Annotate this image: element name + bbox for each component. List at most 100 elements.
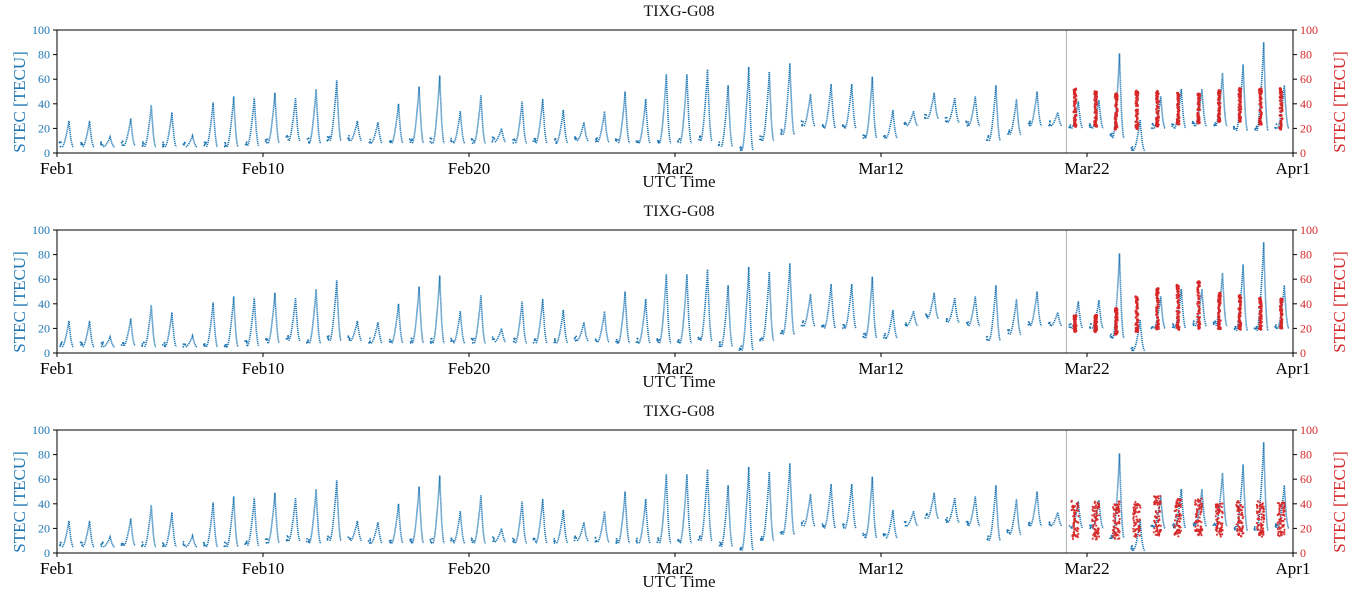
observed-point xyxy=(492,536,494,539)
predicted-point xyxy=(1198,499,1201,503)
predicted-point xyxy=(1281,524,1284,527)
observed-point xyxy=(512,540,514,543)
observed-point xyxy=(162,143,164,146)
predicted-point xyxy=(1199,511,1202,514)
predicted-point xyxy=(1074,314,1078,318)
observed-point xyxy=(554,138,557,140)
observed-day-arc xyxy=(1171,488,1187,530)
observed-point xyxy=(697,538,700,541)
observed-point xyxy=(1130,545,1133,548)
observed-point xyxy=(615,537,618,540)
predicted-point xyxy=(1260,516,1263,519)
predicted-point xyxy=(1196,288,1199,291)
predicted-point xyxy=(1115,108,1119,112)
predicted-point xyxy=(1093,531,1096,534)
observed-arc-path xyxy=(494,328,507,343)
observed-point xyxy=(471,138,474,141)
observed-day-arc xyxy=(944,497,960,524)
predicted-point xyxy=(1239,513,1242,516)
observed-point xyxy=(305,540,308,543)
predicted-point xyxy=(1095,510,1098,513)
observed-point xyxy=(862,137,865,140)
observed-point xyxy=(780,532,783,535)
observed-day-arc xyxy=(1274,85,1290,130)
observed-point xyxy=(1109,133,1112,136)
observed-arc-path xyxy=(473,95,487,144)
observed-point xyxy=(575,335,578,338)
predicted-point xyxy=(1239,327,1242,331)
predicted-point xyxy=(1138,504,1142,507)
observed-point xyxy=(863,336,865,339)
observed-arc-path xyxy=(267,292,281,344)
predicted-point xyxy=(1262,514,1265,517)
observed-point xyxy=(390,340,393,343)
observed-arc-path xyxy=(514,501,528,544)
observed-point xyxy=(1212,524,1215,526)
observed-day-arc xyxy=(450,111,466,144)
observed-point xyxy=(924,113,926,116)
predicted-point xyxy=(1158,533,1161,536)
predicted-point xyxy=(1173,524,1176,527)
observed-point xyxy=(223,541,226,544)
predicted-point xyxy=(1073,101,1076,105)
predicted-day-cluster xyxy=(1070,499,1080,541)
predicted-point xyxy=(1158,518,1161,521)
predicted-point xyxy=(1219,535,1222,538)
predicted-point xyxy=(1076,502,1079,505)
observed-arc-path xyxy=(844,484,857,530)
observed-point xyxy=(1173,126,1176,129)
predicted-point xyxy=(1093,105,1097,108)
observed-day-arc xyxy=(635,98,651,144)
predicted-point xyxy=(1117,537,1120,540)
predicted-point xyxy=(1217,316,1221,319)
predicted-point xyxy=(1176,505,1179,508)
observed-point xyxy=(100,345,103,348)
observed-point xyxy=(1151,525,1153,528)
predicted-point xyxy=(1280,520,1283,523)
predicted-point xyxy=(1173,519,1177,522)
observed-arc-path xyxy=(267,92,281,144)
predicted-point xyxy=(1259,530,1262,533)
observed-point xyxy=(614,139,617,142)
predicted-point xyxy=(1237,112,1241,116)
observed-point xyxy=(635,341,638,343)
observed-point xyxy=(369,538,372,540)
predicted-point xyxy=(1074,319,1077,323)
observed-point xyxy=(471,541,474,544)
observed-day-arc xyxy=(800,293,816,327)
x-tick-label: Mar2 xyxy=(657,159,694,178)
plot-frame xyxy=(56,429,1294,554)
predicted-point xyxy=(1258,534,1261,537)
observed-arc-path xyxy=(597,311,610,343)
observed-point xyxy=(822,125,824,127)
observed-arc-path xyxy=(473,295,487,344)
predicted-point xyxy=(1283,514,1286,517)
predicted-point xyxy=(1217,98,1221,102)
predicted-point xyxy=(1257,514,1260,517)
predicted-point xyxy=(1236,530,1239,533)
observed-point xyxy=(534,140,537,143)
observed-point xyxy=(903,521,906,523)
observed-point xyxy=(656,541,659,544)
observed-arc-path xyxy=(576,122,589,142)
observed-point xyxy=(202,343,205,346)
plot-area-2: 0 0 20 20 40 40 60 60 80 80 100 100 Feb1 Feb10 Feb20 Ma… xyxy=(32,223,1318,378)
observed-point xyxy=(657,341,659,343)
observed-point xyxy=(554,339,556,341)
predicted-point xyxy=(1197,304,1200,308)
observed-day-arc xyxy=(1254,42,1269,132)
predicted-point xyxy=(1279,517,1282,520)
observed-day-arc xyxy=(306,88,322,144)
observed-point xyxy=(121,141,123,144)
predicted-point xyxy=(1194,499,1197,502)
observed-point xyxy=(1274,325,1276,328)
observed-day-arc xyxy=(532,498,548,544)
predicted-point xyxy=(1262,520,1265,523)
predicted-point xyxy=(1241,524,1244,528)
observed-arc-path xyxy=(720,85,734,148)
observed-point xyxy=(1171,326,1174,329)
observed-arc-path xyxy=(288,297,301,342)
predicted-point xyxy=(1262,510,1265,513)
observed-day-arc xyxy=(100,134,115,148)
predicted-point xyxy=(1135,518,1138,521)
